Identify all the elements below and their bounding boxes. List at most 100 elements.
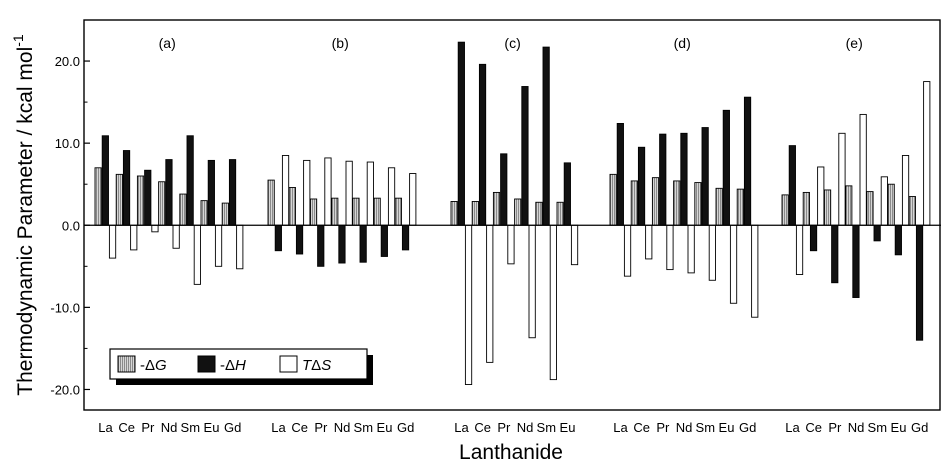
x-tick-label: Ce: [118, 420, 135, 435]
bar-d-Sm-TdS: [708, 224, 716, 281]
x-tick-label: La: [785, 420, 800, 435]
bar-a-Ce-TdS: [130, 224, 138, 251]
bar-d-Ce-neg_dG: [630, 180, 638, 226]
x-tick-label: Ce: [291, 420, 308, 435]
bar-d-Nd-TdS: [687, 224, 695, 274]
y-tick-label: -20.0: [50, 382, 80, 397]
bar-e-La-neg_dG: [781, 194, 789, 226]
x-tick-label: Ce: [474, 420, 491, 435]
x-tick-label: La: [98, 420, 113, 435]
panel-label: (c): [504, 35, 520, 51]
bar-d-La-TdS: [623, 224, 632, 277]
bar-a-La-neg_dH: [101, 135, 109, 226]
bar-e-Nd-neg_dG: [845, 185, 853, 226]
bar-d-Sm-neg_dH: [701, 127, 709, 226]
bar-b-Gd-neg_dG: [394, 197, 402, 226]
legend-label-neg_dH: -ΔH: [220, 357, 246, 374]
bar-b-Nd-neg_dG: [331, 197, 339, 226]
bar-b-Eu-neg_dG: [373, 197, 381, 226]
bar-e-Pr-neg_dG: [823, 189, 832, 226]
bar-d-Ce-TdS: [645, 224, 653, 260]
bar-c-Nd-TdS: [528, 224, 536, 339]
y-axis-title: Thermodynamic Parameter / kcal mol-1: [10, 34, 37, 396]
bar-a-Ce-neg_dH: [122, 150, 131, 226]
x-axis-title: Lanthanide: [459, 441, 563, 464]
bar-a-Eu-TdS: [214, 224, 223, 267]
x-tick-label: Pr: [497, 420, 511, 435]
x-tick-label: Nd: [334, 420, 351, 435]
bar-b-Pr-TdS: [324, 157, 332, 226]
bar-e-Gd-TdS: [923, 81, 931, 226]
bar-d-La-neg_dG: [609, 173, 617, 226]
x-tick-label: Pr: [828, 420, 842, 435]
bar-c-Ce-neg_dH: [478, 63, 487, 226]
x-tick-label: Nd: [161, 420, 178, 435]
axes: La Ce Pr Nd Sm Eu Gd(a)La Ce Pr Nd Sm Eu Gd(b)La Ce Pr…: [10, 19, 941, 464]
bar-a-Sm-TdS: [193, 224, 201, 285]
x-tick-label: Pr: [141, 420, 155, 435]
bar-c-Pr-neg_dG: [492, 191, 501, 226]
bar-b-Eu-TdS: [387, 167, 396, 226]
x-tick-label: La: [271, 420, 286, 435]
panel-label: (a): [159, 35, 176, 51]
bar-c-Nd-neg_dH: [521, 86, 529, 226]
x-tick-label: Gd: [739, 420, 756, 435]
bar-c-Pr-TdS: [507, 224, 515, 265]
bar-b-Sm-neg_dH: [359, 224, 367, 263]
x-tick-label: Ce: [633, 420, 650, 435]
bar-e-La-neg_dH: [788, 145, 796, 226]
bar-d-Ce-neg_dH: [637, 146, 646, 226]
bar-c-Eu-TdS: [570, 224, 579, 266]
bar-d-Gd-neg_dH: [743, 96, 752, 226]
bar-a-Pr-neg_dG: [136, 175, 145, 226]
bar-e-Eu-TdS: [901, 155, 910, 226]
bar-e-Sm-neg_dG: [866, 191, 874, 226]
bar-e-Nd-neg_dH: [852, 224, 860, 298]
bar-c-La-neg_dG: [450, 201, 458, 226]
panel-label: (b): [332, 35, 349, 51]
y-tick-label: 10.0: [55, 136, 80, 151]
bar-b-Pr-neg_dH: [317, 224, 325, 267]
x-tick-label: Eu: [719, 420, 735, 435]
bar-d-Pr-neg_dG: [651, 177, 660, 226]
bar-c-Pr-neg_dH: [500, 153, 508, 226]
x-tick-label: Eu: [891, 420, 907, 435]
x-tick-label: Nd: [676, 420, 693, 435]
legend: -ΔG -ΔH TΔS: [109, 348, 373, 385]
bar-a-La-TdS: [108, 224, 117, 259]
bar-a-Nd-neg_dH: [165, 159, 173, 226]
bar-a-Sm-neg_dH: [186, 135, 194, 226]
bar-b-Gd-neg_dH: [401, 224, 410, 251]
bar-b-Ce-neg_dG: [288, 187, 296, 226]
bar-b-Ce-TdS: [303, 159, 311, 226]
bar-e-Sm-TdS: [880, 176, 888, 226]
bar-a-La-neg_dG: [94, 167, 102, 226]
bar-b-Nd-neg_dH: [338, 224, 346, 264]
x-tick-label: Gd: [911, 420, 928, 435]
bar-b-Pr-neg_dG: [309, 198, 318, 226]
x-tick-label: Pr: [314, 420, 328, 435]
x-tick-label: Pr: [656, 420, 670, 435]
bar-e-Ce-neg_dH: [809, 224, 818, 252]
y-tick-label: 20.0: [55, 54, 80, 69]
x-tick-label: Eu: [204, 420, 220, 435]
bar-d-Eu-TdS: [729, 224, 738, 304]
x-tick-label: Ce: [805, 420, 822, 435]
legend-box: [109, 348, 368, 380]
legend-label-neg_dG: -ΔG: [140, 357, 167, 374]
x-tick-label: Sm: [537, 420, 557, 435]
bar-a-Nd-TdS: [172, 224, 180, 249]
bar-c-La-TdS: [464, 224, 473, 385]
bar-b-La-neg_dH: [274, 224, 282, 252]
y-tick-label: 0.0: [62, 218, 80, 233]
x-tick-label: La: [454, 420, 469, 435]
legend-swatch-neg_dH: [197, 355, 216, 373]
bar-e-La-TdS: [795, 224, 804, 275]
bar-e-Sm-neg_dH: [873, 224, 881, 242]
bar-a-Eu-neg_dG: [200, 200, 208, 226]
bar-c-Ce-neg_dG: [471, 201, 479, 226]
bar-e-Ce-TdS: [817, 166, 825, 226]
x-tick-label: Sm: [696, 420, 716, 435]
x-tick-label: Eu: [377, 420, 393, 435]
